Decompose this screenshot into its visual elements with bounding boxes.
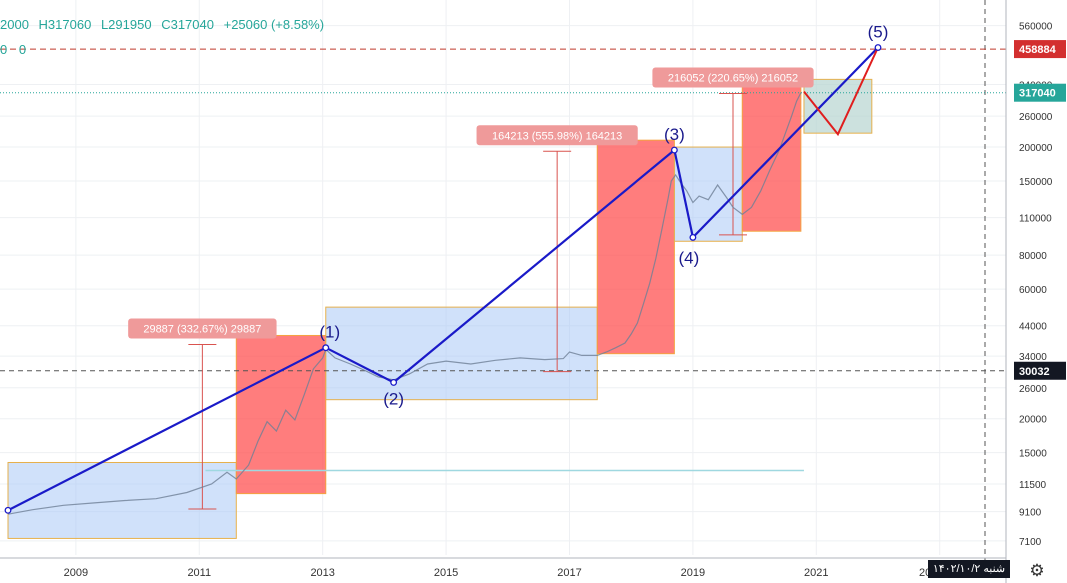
crosshair-date-label: شنبه ۱۴۰۲/۱۰/۲ (928, 560, 1010, 578)
price-series (7, 92, 802, 515)
x-tick-label: 2013 (310, 567, 334, 579)
price-tag-top: 458884 (1019, 44, 1057, 56)
price-tag-support-box (1014, 361, 1066, 380)
ohlc-low: L291950 (100, 17, 152, 32)
y-tick-label: 60000 (1019, 285, 1047, 296)
x-tick-label: 2019 (681, 567, 705, 579)
wave-point (390, 378, 398, 386)
zone-impulse (235, 334, 327, 495)
wave-label: (4) (679, 248, 700, 267)
wave-point (874, 44, 882, 51)
y-tick-label: 560000 (1019, 22, 1053, 33)
ohlc-close: C317040 (161, 17, 214, 32)
measure-label-box (476, 125, 638, 146)
y-tick-label: 20000 (1019, 415, 1047, 426)
wave-label: (5) (868, 23, 889, 42)
y-tick-label: 26000 (1019, 384, 1047, 395)
y-tick-label: 34000 (1019, 352, 1047, 363)
indicator-value-1: 0 (0, 42, 8, 57)
y-tick-label: 80000 (1019, 251, 1047, 262)
projection-path (803, 47, 879, 137)
zone-impulse (596, 139, 675, 355)
y-tick-label: 260000 (1019, 112, 1053, 123)
y-tick-label: 110000 (1019, 214, 1052, 225)
zone-correction (673, 146, 743, 242)
measure-label: 164213 (555.98%) 164213 (492, 130, 622, 142)
wave-label: (1) (319, 323, 340, 342)
y-tick-label: 11500 (1019, 480, 1047, 491)
y-tick-label: 200000 (1019, 143, 1053, 154)
y-tick-label: 9100 (1019, 508, 1042, 519)
x-tick-label: 2015 (434, 567, 458, 579)
wave-label: (3) (664, 125, 685, 144)
measure-label: 29887 (332.67%) 29887 (143, 324, 261, 336)
ohlc-change: +25060 (+8.58%) (223, 17, 325, 32)
x-tick-label: 2021 (804, 567, 828, 579)
x-tick-label: 2017 (557, 567, 581, 579)
wave-point (4, 506, 12, 514)
wave-label: (2) (383, 389, 404, 408)
measure-tools: 29887 (332.67%) 29887 164213 (555.98%) 16… (128, 67, 814, 510)
y-tick-label: 7100 (1019, 537, 1042, 548)
price-tag-top-box (1014, 40, 1066, 59)
measure-label-box (652, 67, 814, 88)
wave-point (322, 344, 330, 352)
x-tick-label: 2011 (187, 567, 211, 579)
wave-zones (7, 73, 873, 539)
measure-label: 216052 (220.65%) 216052 (668, 72, 798, 84)
measure-label-box (128, 318, 277, 339)
price-tag-current: 317040 (1019, 88, 1056, 100)
wave-point (689, 233, 697, 241)
ohlc-legend: 2000 H317060 L291950 C317040 +25060 (+8.… (0, 17, 330, 32)
y-tick-label: 15000 (1019, 449, 1047, 460)
ohlc-high: H317060 (38, 17, 92, 32)
gear-icon[interactable]: ⚙ (1029, 561, 1045, 580)
indicator-values: 0 0 (0, 42, 34, 57)
x-tick-label: 2009 (64, 567, 88, 579)
reference-levels (0, 48, 1006, 472)
price-tag-current-box (1014, 83, 1066, 102)
price-tag-support: 30032 (1019, 366, 1050, 378)
wave-path (7, 46, 879, 512)
wave-point (670, 146, 678, 154)
indicator-value-2: 0 (18, 42, 27, 57)
y-tick-label: 150000 (1019, 177, 1053, 188)
ohlc-open: 2000 (0, 17, 29, 32)
y-tick-label: 44000 (1019, 322, 1047, 333)
zone-correction (325, 306, 598, 401)
zone-impulse (741, 73, 802, 232)
elliott-wave-lines: (1) (2) (3) (4) (5) (4, 23, 889, 514)
price-line (7, 92, 802, 515)
